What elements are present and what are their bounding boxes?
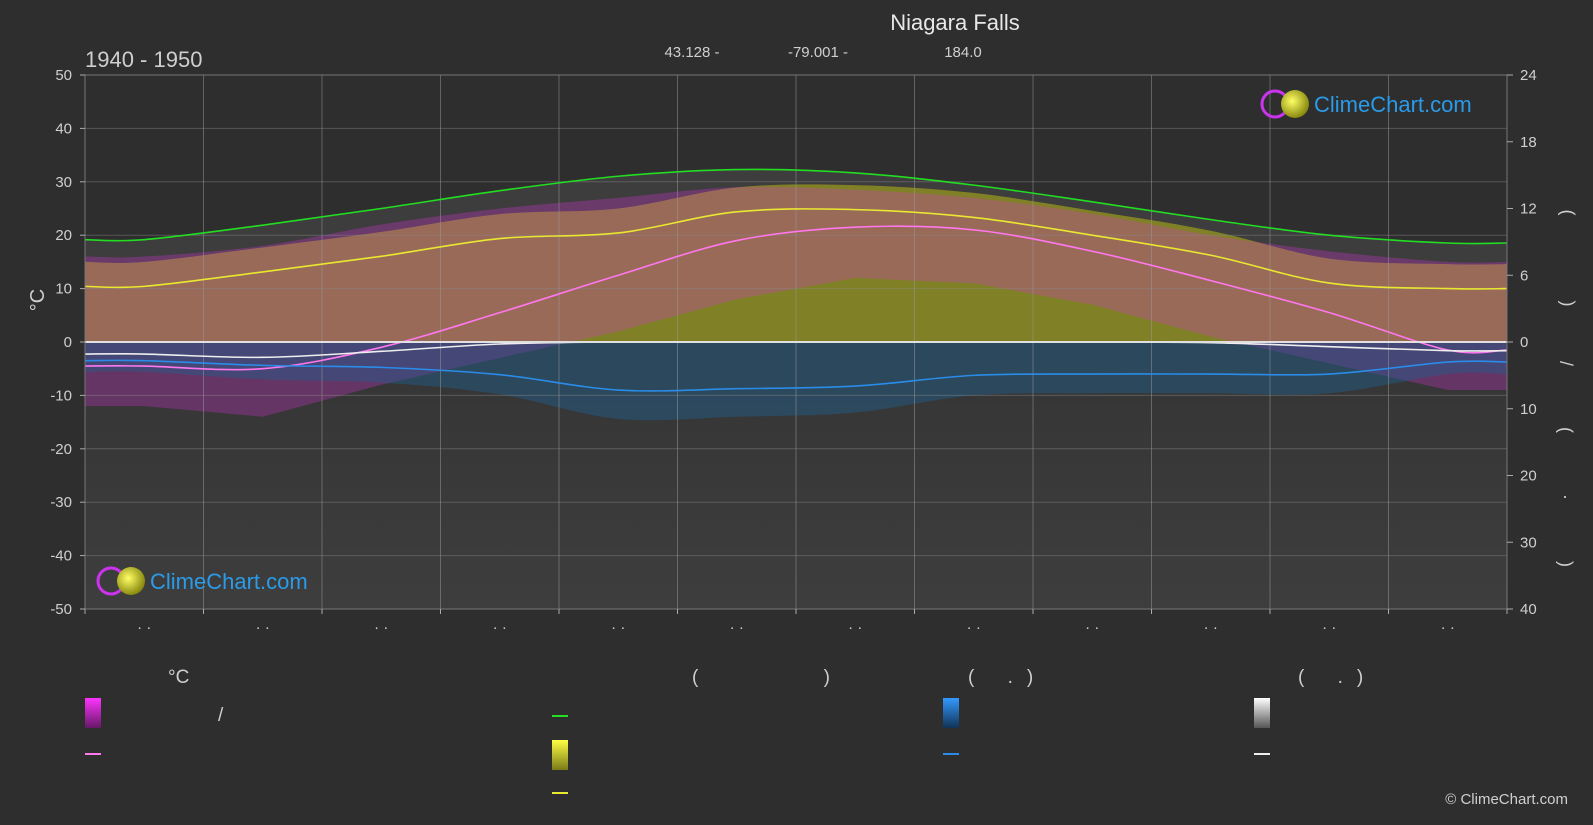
legend-sun-heading: ( ) bbox=[692, 667, 890, 688]
logo-sun-icon bbox=[1281, 90, 1309, 118]
legend-temp-band-label: / bbox=[218, 705, 224, 726]
x-tick-label: · · bbox=[1441, 619, 1455, 636]
x-tick-label: · · bbox=[137, 619, 151, 636]
right-axis-ticks: 24 18 12 6 0 10 20 30 40 bbox=[1507, 67, 1537, 618]
left-tick-label: -30 bbox=[50, 494, 72, 511]
x-tick-label: · · bbox=[1204, 619, 1218, 636]
left-tick-label: 0 bbox=[64, 334, 72, 351]
right-tick-label: 30 bbox=[1520, 534, 1537, 551]
temperature-mean-line bbox=[84, 225, 1508, 371]
x-tick-label: · · bbox=[256, 619, 270, 636]
left-tick-label: 50 bbox=[55, 67, 72, 84]
left-axis-ticks: 50 40 30 20 10 0 -10 -20 -30 -40 -50 bbox=[50, 67, 85, 618]
legend-temp-heading: °C bbox=[168, 667, 189, 688]
legend-temp-swatch bbox=[85, 698, 101, 728]
x-tick-label: · · bbox=[493, 619, 507, 636]
left-tick-label: 40 bbox=[55, 120, 72, 137]
left-tick-label: -20 bbox=[50, 441, 72, 458]
copyright: © ClimeChart.com bbox=[1445, 791, 1568, 808]
left-tick-label: 20 bbox=[55, 227, 72, 244]
right-tick-label: 20 bbox=[1520, 468, 1537, 485]
latitude-label: 43.128 - bbox=[664, 44, 719, 61]
right-tick-label: 0 bbox=[1520, 334, 1528, 351]
logo-text-top: ClimeChart.com bbox=[1314, 92, 1472, 117]
right-tick-label: 18 bbox=[1520, 134, 1537, 151]
x-tick-label: · · bbox=[848, 619, 862, 636]
sunshine-line bbox=[84, 208, 1508, 290]
left-tick-label: -10 bbox=[50, 387, 72, 404]
x-axis-ticks: · · · · · · · · · · · · · · · · · · · · · · · · bbox=[84, 609, 1508, 636]
brand-logo-top: ClimeChart.com bbox=[1260, 89, 1472, 119]
left-tick-label: 30 bbox=[55, 174, 72, 191]
x-tick-label: · · bbox=[611, 619, 625, 636]
legend-snow-swatch bbox=[1254, 698, 1270, 728]
logo-sun-icon bbox=[117, 567, 145, 595]
logo-text-bottom: ClimeChart.com bbox=[150, 569, 308, 594]
x-tick-label: · · bbox=[1085, 619, 1099, 636]
x-tick-label: · · bbox=[967, 619, 981, 636]
left-tick-label: -40 bbox=[50, 548, 72, 565]
longitude-label: -79.001 - bbox=[788, 44, 848, 61]
right-tick-label: 6 bbox=[1520, 267, 1528, 284]
x-tick-label: · · bbox=[730, 619, 744, 636]
left-tick-label: 10 bbox=[55, 281, 72, 298]
brand-logo-bottom: ClimeChart.com bbox=[96, 566, 308, 596]
elevation-label: 184.0 bbox=[944, 44, 982, 61]
legend-sunshine-swatch bbox=[552, 740, 568, 770]
legend-snow-heading: ( .) bbox=[1298, 667, 1377, 688]
legend-rain-heading: ( .) bbox=[968, 667, 1047, 688]
period-label: 1940 - 1950 bbox=[85, 47, 202, 72]
right-axis-bottom-label: / ( · ) bbox=[1556, 361, 1576, 595]
right-axis-top-label: ( ) bbox=[1558, 210, 1578, 347]
right-tick-label: 12 bbox=[1520, 201, 1537, 218]
x-tick-label: · · bbox=[374, 619, 388, 636]
precipitation-line bbox=[84, 359, 1508, 392]
right-tick-label: 24 bbox=[1520, 67, 1537, 84]
daylight-line bbox=[84, 168, 1508, 245]
right-tick-label: 10 bbox=[1520, 401, 1537, 418]
x-tick-label: · · bbox=[1322, 619, 1336, 636]
left-axis-label: °C bbox=[27, 289, 49, 311]
legend-rain-swatch bbox=[943, 698, 959, 728]
left-tick-label: -50 bbox=[50, 601, 72, 618]
right-tick-label: 40 bbox=[1520, 601, 1537, 618]
chart-title: Niagara Falls bbox=[890, 10, 1020, 35]
legend: °C / ( ) ( .) ( .) bbox=[85, 667, 1377, 794]
